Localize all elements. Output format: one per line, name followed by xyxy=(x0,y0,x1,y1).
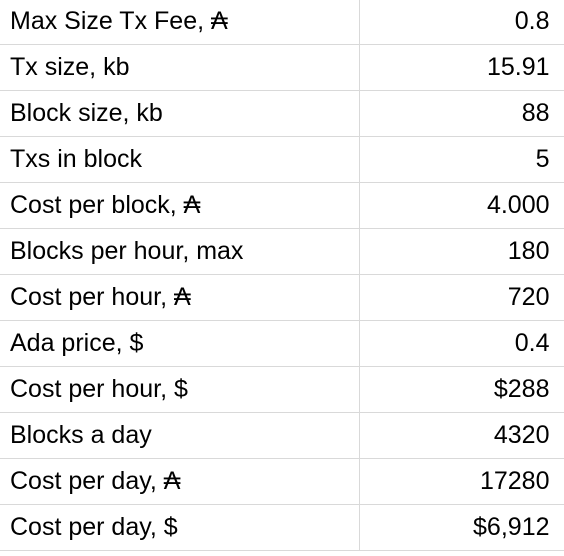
cell-label[interactable]: Cost per block, ₳ xyxy=(0,181,360,229)
cell-value[interactable]: 5 xyxy=(358,135,564,183)
cell-label[interactable]: Max Size Tx Fee, ₳ xyxy=(0,0,360,45)
table-row: Cost per block, ₳ 4.000 xyxy=(0,181,564,229)
cell-label[interactable]: Cost per hour, ₳ xyxy=(0,273,360,321)
cell-label[interactable]: Blocks a day xyxy=(0,411,360,459)
cell-value[interactable]: 88 xyxy=(358,89,564,137)
cell-label[interactable]: Ada price, $ xyxy=(0,319,360,367)
cell-label[interactable]: Tx size, kb xyxy=(0,43,360,91)
table-row: Cost per day, $ $6,912 xyxy=(0,503,564,551)
cell-label[interactable]: Cost per day, ₳ xyxy=(0,457,360,505)
cell-value[interactable]: 4320 xyxy=(358,411,564,459)
table-row: Cost per hour, ₳ 720 xyxy=(0,273,564,321)
cell-label[interactable]: Cost per hour, $ xyxy=(0,365,360,413)
cell-value[interactable]: 720 xyxy=(358,273,564,321)
cell-value[interactable]: $6,912 xyxy=(358,503,564,551)
cell-value[interactable]: 180 xyxy=(358,227,564,275)
table-row: Blocks per hour, max 180 xyxy=(0,227,564,275)
table-row: Max Size Tx Fee, ₳ 0.8 xyxy=(0,0,564,45)
cell-value[interactable]: 15.91 xyxy=(358,43,564,91)
table-row: Block size, kb 88 xyxy=(0,89,564,137)
table-row: Ada price, $ 0.4 xyxy=(0,319,564,367)
cell-value[interactable]: 4.000 xyxy=(358,181,564,229)
cell-label[interactable]: Cost per day, $ xyxy=(0,503,360,551)
cell-label[interactable]: Block size, kb xyxy=(0,89,360,137)
table-row: Cost per day, ₳ 17280 xyxy=(0,457,564,505)
cell-value[interactable]: 0.8 xyxy=(358,0,564,45)
cell-label[interactable]: Txs in block xyxy=(0,135,360,183)
table-row: Cost per hour, $ $288 xyxy=(0,365,564,413)
cell-value[interactable]: 0.4 xyxy=(358,319,564,367)
cell-label[interactable]: Blocks per hour, max xyxy=(0,227,360,275)
table-row: Tx size, kb 15.91 xyxy=(0,43,564,91)
cell-value[interactable]: 17280 xyxy=(358,457,564,505)
table-row: Blocks a day 4320 xyxy=(0,411,564,459)
table-row: Txs in block 5 xyxy=(0,135,564,183)
cell-value[interactable]: $288 xyxy=(358,365,564,413)
